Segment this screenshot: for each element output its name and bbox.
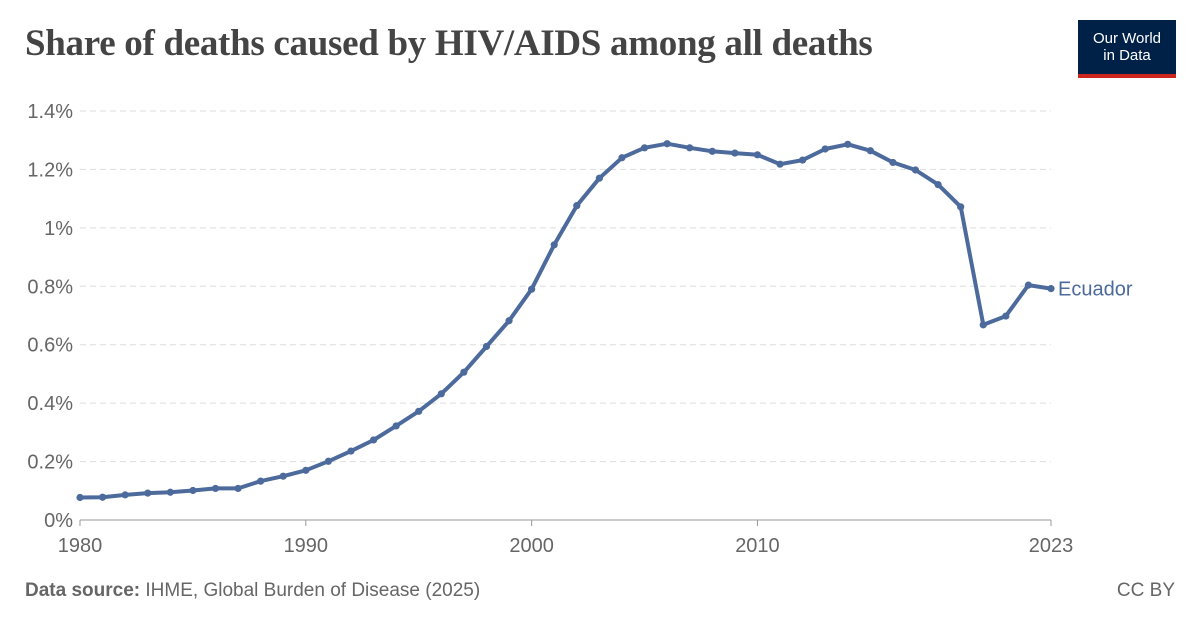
data-point: [415, 407, 423, 415]
series-line-ecuador: [78, 141, 1053, 500]
data-point: [1047, 285, 1055, 293]
data-point: [98, 493, 107, 501]
data-source: Data source: IHME, Global Burden of Dise…: [25, 580, 480, 602]
data-point: [211, 484, 220, 493]
data-point: [144, 489, 152, 497]
license-link[interactable]: CC BY: [1116, 580, 1175, 601]
data-point: [324, 457, 332, 465]
data-point: [1024, 281, 1033, 289]
data-point: [369, 436, 378, 444]
data-point: [482, 342, 491, 351]
data-point: [799, 156, 807, 164]
x-tick-label: 1990: [284, 535, 329, 557]
y-tick-label: 1.4%: [27, 101, 73, 123]
x-tick-label: 2010: [735, 535, 780, 557]
data-point: [437, 390, 445, 398]
data-source-label: Data source:: [25, 580, 141, 601]
y-tick-label: 0.6%: [27, 335, 73, 357]
y-tick-label: 0.4%: [27, 393, 73, 415]
data-point: [753, 151, 762, 159]
x-tick-label: 2000: [509, 535, 554, 557]
data-point: [866, 147, 874, 155]
data-point: [573, 202, 581, 210]
data-point: [618, 154, 626, 162]
data-point: [528, 285, 536, 293]
data-point: [731, 149, 739, 157]
logo-line-1: Our World: [1092, 30, 1162, 47]
data-point: [663, 140, 671, 148]
y-tick-label: 0.2%: [27, 452, 73, 474]
data-point: [889, 158, 897, 167]
data-point: [640, 144, 649, 152]
y-tick-label: 1%: [44, 218, 73, 240]
data-point: [279, 472, 287, 480]
data-point: [121, 491, 129, 499]
data-source-text[interactable]: IHME, Global Burden of Disease (2025): [145, 580, 481, 601]
data-point: [189, 486, 197, 495]
data-point: [776, 160, 784, 168]
y-tick-label: 0%: [44, 510, 73, 532]
chart-title: Share of deaths caused by HIV/AIDS among…: [25, 23, 873, 64]
owid-logo[interactable]: Our World in Data: [1078, 20, 1176, 78]
data-point: [821, 145, 829, 153]
logo-line-2: in Data: [1103, 47, 1151, 64]
data-point: [1002, 312, 1010, 320]
data-point: [911, 166, 920, 174]
data-point: [844, 140, 852, 148]
data-point: [686, 144, 694, 152]
x-tick-label: 2023: [1029, 535, 1074, 557]
data-point: [166, 488, 174, 496]
data-point: [708, 147, 716, 155]
data-point: [392, 422, 400, 430]
x-tick-label: 1980: [58, 535, 103, 557]
data-point: [76, 493, 84, 502]
data-point: [257, 477, 265, 485]
data-point: [460, 368, 468, 376]
data-point: [302, 466, 310, 474]
data-point: [234, 484, 242, 493]
series-label-ecuador: Ecuador: [1058, 279, 1133, 301]
data-point: [934, 181, 942, 189]
y-tick-label: 1.2%: [27, 159, 73, 181]
data-point: [505, 317, 513, 325]
data-point: [347, 447, 355, 455]
data-point: [550, 241, 558, 249]
data-point: [595, 174, 603, 182]
data-point: [957, 203, 965, 211]
y-tick-label: 0.8%: [27, 276, 73, 298]
data-point: [979, 321, 987, 329]
